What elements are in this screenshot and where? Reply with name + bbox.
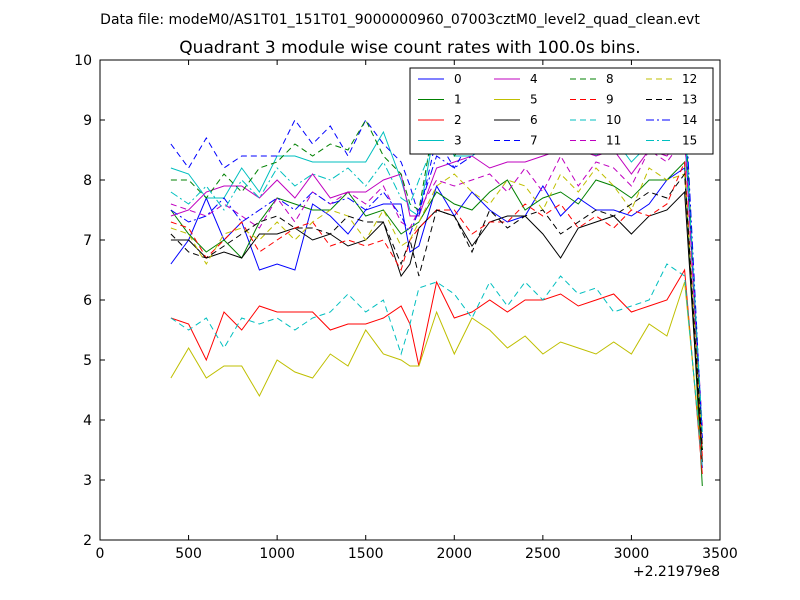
series-line-0 bbox=[170, 167, 703, 469]
x-tick-label-2: 1000 bbox=[259, 546, 295, 562]
x-tick-label-7: 3500 bbox=[702, 546, 738, 562]
series-line-13 bbox=[170, 172, 703, 451]
y-tick-label-8: 10 bbox=[74, 53, 92, 69]
x-tick-label-0: 0 bbox=[96, 546, 105, 562]
x-tick-label-5: 2500 bbox=[525, 546, 561, 562]
legend-label-4: 4 bbox=[530, 72, 538, 86]
legend-label-2: 2 bbox=[454, 113, 462, 127]
x-offset-label: +2.21979e8 bbox=[633, 564, 720, 580]
legend-label-10: 10 bbox=[606, 113, 621, 127]
series-line-8 bbox=[170, 100, 703, 451]
y-tick-label-4: 6 bbox=[83, 293, 92, 309]
x-tick-label-4: 2000 bbox=[436, 546, 472, 562]
series-line-9 bbox=[170, 161, 703, 457]
legend-label-6: 6 bbox=[530, 113, 538, 127]
series-line-3 bbox=[170, 106, 703, 451]
legend-label-0: 0 bbox=[454, 72, 462, 86]
legend-label-5: 5 bbox=[530, 93, 538, 107]
series-line-1 bbox=[170, 160, 703, 487]
y-tick-label-5: 7 bbox=[83, 233, 92, 249]
legend-label-1: 1 bbox=[454, 93, 462, 107]
series-line-7 bbox=[170, 107, 703, 439]
x-tick-label-1: 500 bbox=[175, 546, 202, 562]
legend-label-9: 9 bbox=[606, 93, 614, 107]
y-tick-label-6: 8 bbox=[83, 173, 92, 189]
y-tick-label-7: 9 bbox=[83, 113, 92, 129]
legend-label-14: 14 bbox=[682, 113, 697, 127]
legend-label-3: 3 bbox=[454, 134, 462, 148]
y-tick-label-3: 5 bbox=[83, 353, 92, 369]
legend-label-8: 8 bbox=[606, 72, 614, 86]
y-tick-label-0: 2 bbox=[83, 533, 92, 549]
series-line-10 bbox=[170, 263, 703, 469]
legend-label-15: 15 bbox=[682, 134, 697, 148]
legend-label-7: 7 bbox=[530, 134, 538, 148]
x-tick-label-3: 1500 bbox=[348, 546, 384, 562]
legend-label-11: 11 bbox=[606, 134, 621, 148]
series-line-15 bbox=[170, 118, 703, 433]
series-line-5 bbox=[170, 281, 703, 463]
y-tick-label-2: 4 bbox=[83, 413, 92, 429]
legend-label-13: 13 bbox=[682, 93, 697, 107]
series-line-12 bbox=[170, 167, 703, 445]
series-line-6 bbox=[170, 190, 703, 463]
x-axis: 0 500 1000 1500 2000 2500 3000 3500 bbox=[96, 60, 738, 562]
suptitle: Data file: modeM0/AS1T01_151T01_90000009… bbox=[100, 12, 700, 28]
series-line-4 bbox=[170, 130, 703, 445]
legend-box bbox=[409, 67, 714, 155]
y-tick-label-1: 3 bbox=[83, 473, 92, 489]
x-tick-label-6: 3000 bbox=[614, 546, 650, 562]
chart-title: Quadrant 3 module wise count rates with … bbox=[179, 38, 640, 58]
series-line-2 bbox=[170, 268, 703, 475]
legend-label-12: 12 bbox=[682, 72, 697, 86]
